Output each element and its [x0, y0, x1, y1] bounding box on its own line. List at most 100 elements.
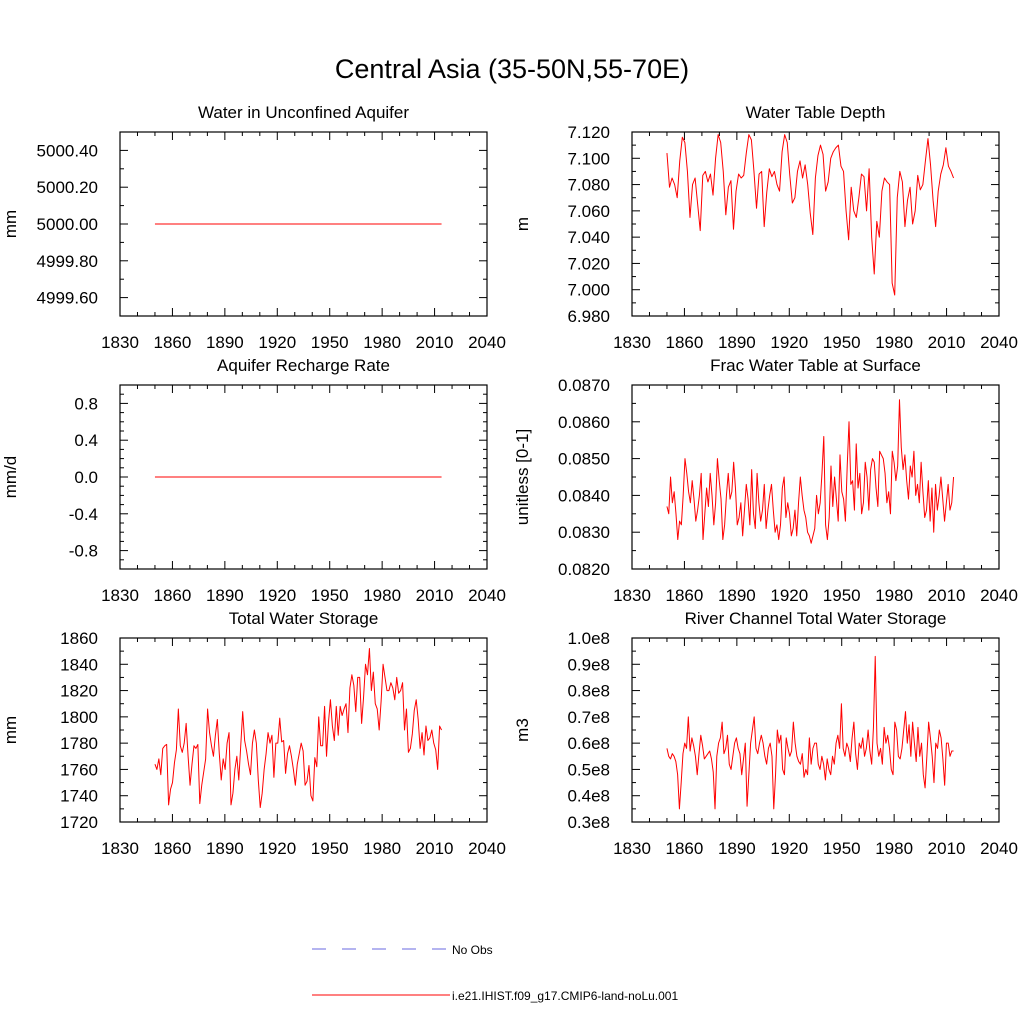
- chart-panel-3: Aquifer Recharge Rate mm/d 1830 1860 1890 192…: [1, 356, 506, 605]
- y-tick-label: 0.0840: [558, 486, 610, 505]
- y-tick-label: 6.980: [567, 307, 610, 326]
- chart-title: Total Water Storage: [229, 609, 379, 628]
- x-tick-label: 1830: [101, 333, 139, 352]
- legend-label-no-obs: No Obs: [452, 943, 493, 957]
- y-axis-label: mm: [1, 716, 20, 744]
- chart-panel-1: Water in Unconfined Aquifer mm 1830 1860 189…: [1, 103, 506, 352]
- y-tick-label: 0.9e8: [567, 655, 610, 674]
- plot-frame: [631, 637, 1000, 823]
- x-tick-label: 1920: [258, 586, 296, 605]
- x-tick-label: 1950: [823, 586, 861, 605]
- chart-panel-6: River Channel Total Water Storage m3 1830 1…: [513, 609, 1018, 858]
- x-tick-label: 1890: [206, 839, 244, 858]
- chart-panel-4: Frac Water Table at Surface unitless [0-1…: [513, 356, 1018, 605]
- chart-title: River Channel Total Water Storage: [685, 609, 947, 628]
- y-tick-label: 0.7e8: [567, 708, 610, 727]
- y-tick-label: 7.020: [567, 254, 610, 273]
- y-axis-label: mm/d: [1, 456, 20, 499]
- y-tick-label: 1.0e8: [567, 629, 610, 648]
- y-tick-label: 4999.80: [37, 252, 98, 271]
- x-tick-label: 1950: [311, 839, 349, 858]
- y-tick-label: 1820: [60, 682, 98, 701]
- y-tick-label: 0.0820: [558, 560, 610, 579]
- x-tick-label: 1830: [101, 839, 139, 858]
- y-tick-label: 0.6e8: [567, 734, 610, 753]
- x-tick-label: 1830: [613, 586, 651, 605]
- y-axis-label: m: [513, 217, 532, 231]
- x-tick-label: 1980: [363, 586, 401, 605]
- chart-title: Water Table Depth: [746, 103, 886, 122]
- x-tick-label: 1890: [206, 586, 244, 605]
- series-line: [666, 399, 955, 544]
- x-tick-label: 2010: [416, 333, 454, 352]
- x-tick-label: 1950: [823, 333, 861, 352]
- y-axis-label: m3: [513, 718, 532, 742]
- x-tick-label: 1980: [363, 333, 401, 352]
- chart-panel-2: Water Table Depth m 1830 1860 1890 1920 1950 19…: [513, 103, 1018, 352]
- y-tick-label: -0.4: [69, 505, 98, 524]
- legend: No Obs i.e21.IHIST.f09_g17.CMIP6-land-noL…: [312, 943, 678, 1003]
- x-tick-label: 1890: [718, 586, 756, 605]
- x-tick-label: 2040: [468, 839, 506, 858]
- y-tick-label: 1740: [60, 787, 98, 806]
- x-tick-label: 1980: [875, 333, 913, 352]
- y-tick-label: 0.0850: [558, 450, 610, 469]
- chart-title: Frac Water Table at Surface: [710, 356, 921, 375]
- x-tick-label: 2040: [468, 586, 506, 605]
- y-tick-label: 7.040: [567, 228, 610, 247]
- y-tick-label: 1860: [60, 629, 98, 648]
- x-tick-label: 1980: [875, 839, 913, 858]
- x-tick-label: 1920: [770, 839, 808, 858]
- legend-label-model: i.e21.IHIST.f09_g17.CMIP6-land-noLu.001: [452, 989, 678, 1003]
- y-tick-label: -0.8: [69, 542, 98, 561]
- y-tick-label: 4999.60: [37, 289, 98, 308]
- x-tick-label: 1890: [718, 333, 756, 352]
- chart-title: Aquifer Recharge Rate: [217, 356, 390, 375]
- x-tick-label: 1980: [875, 586, 913, 605]
- x-tick-label: 1860: [666, 839, 704, 858]
- y-tick-label: 0.8: [74, 394, 98, 413]
- x-tick-label: 2040: [468, 333, 506, 352]
- y-tick-label: 7.100: [567, 149, 610, 168]
- y-tick-label: 1760: [60, 760, 98, 779]
- y-tick-label: 0.8e8: [567, 682, 610, 701]
- x-tick-label: 1860: [154, 586, 192, 605]
- y-tick-label: 0.0830: [558, 523, 610, 542]
- x-tick-label: 1950: [311, 586, 349, 605]
- y-tick-label: 5000.40: [37, 141, 98, 160]
- x-tick-label: 2010: [416, 839, 454, 858]
- y-tick-label: 1840: [60, 655, 98, 674]
- chart-title: Water in Unconfined Aquifer: [198, 103, 409, 122]
- x-tick-label: 1890: [718, 839, 756, 858]
- x-tick-label: 1950: [823, 839, 861, 858]
- series-line: [154, 648, 443, 809]
- x-tick-label: 1860: [666, 586, 704, 605]
- y-tick-label: 7.060: [567, 202, 610, 221]
- y-tick-label: 5000.20: [37, 178, 98, 197]
- x-tick-label: 2010: [416, 586, 454, 605]
- series-line: [666, 655, 954, 810]
- x-tick-label: 2010: [928, 839, 966, 858]
- y-tick-label: 7.080: [567, 176, 610, 195]
- y-tick-label: 0.4e8: [567, 787, 610, 806]
- y-tick-label: 1720: [60, 813, 98, 832]
- x-tick-label: 2040: [980, 586, 1018, 605]
- x-tick-label: 1890: [206, 333, 244, 352]
- y-tick-label: 5000.00: [37, 215, 98, 234]
- x-tick-label: 1920: [258, 333, 296, 352]
- y-tick-label: 7.000: [567, 281, 610, 300]
- x-tick-label: 2010: [928, 333, 966, 352]
- x-tick-label: 1830: [613, 839, 651, 858]
- series-line: [666, 134, 955, 296]
- y-tick-label: 1780: [60, 734, 98, 753]
- y-axis-label: unitless [0-1]: [513, 429, 532, 525]
- x-tick-label: 2040: [980, 839, 1018, 858]
- x-tick-label: 1950: [311, 333, 349, 352]
- x-tick-label: 1830: [613, 333, 651, 352]
- y-tick-label: 0.0: [74, 468, 98, 487]
- chart-panel-5: Total Water Storage mm 1830 1860 1890 1920 195…: [1, 609, 506, 858]
- y-tick-label: 0.3e8: [567, 813, 610, 832]
- y-tick-label: 0.0870: [558, 376, 610, 395]
- x-tick-label: 1920: [770, 586, 808, 605]
